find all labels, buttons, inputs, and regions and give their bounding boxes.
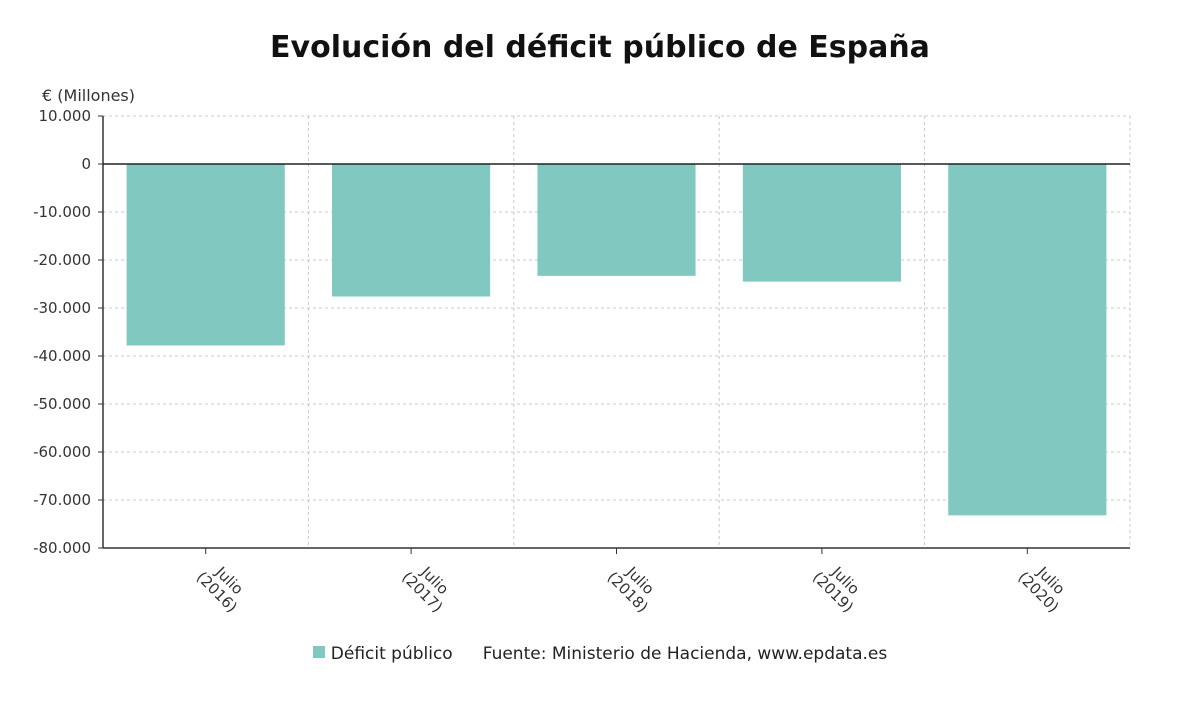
y-axis-label: € (Millones) (42, 86, 135, 105)
y-tick-label: -20.000 (33, 251, 91, 269)
chart-title: Evolución del déficit público de España (270, 30, 930, 65)
bar (742, 164, 901, 282)
y-tick-labels: 10.000 0 -10.000 -20.000 -30.000 -40.000 -50.0… (33, 107, 103, 557)
bar (126, 164, 285, 346)
legend-label: Déficit público (330, 644, 453, 664)
y-tick-label: 10.000 (39, 107, 92, 125)
legend-swatch (312, 646, 325, 658)
x-tick-labels: Julio(2016) Julio(2017) Julio(2018) Julio(2… (193, 548, 1069, 616)
y-tick-label: -50.000 (33, 395, 91, 413)
x-tick-label: Julio(2017) (398, 562, 452, 616)
x-tick-label: Julio(2020) (1014, 562, 1068, 616)
bar-chart: € (Millones) 10.000 0 -10.000 -20.000 -30.00… (33, 86, 1131, 616)
x-tick-label: Julio(2016) (193, 562, 247, 616)
y-tick-label: -70.000 (33, 491, 91, 509)
bar (332, 164, 491, 297)
x-tick-label: Julio(2019) (809, 562, 863, 616)
x-tick-label: Julio(2018) (604, 562, 658, 616)
y-tick-label: -40.000 (33, 347, 91, 365)
grid (103, 115, 1131, 549)
y-tick-label: -60.000 (33, 443, 91, 461)
bar (948, 164, 1107, 516)
y-tick-label: -30.000 (33, 299, 91, 317)
legend: Déficit público Fuente: Ministerio de Hac… (0, 644, 1200, 664)
y-tick-label: -80.000 (33, 539, 91, 557)
y-tick-label: -10.000 (33, 203, 91, 221)
bars (126, 164, 1107, 516)
source-note: Fuente: Ministerio de Hacienda, www.epda… (482, 644, 888, 664)
bar (537, 164, 696, 276)
y-tick-label: 0 (81, 155, 91, 173)
